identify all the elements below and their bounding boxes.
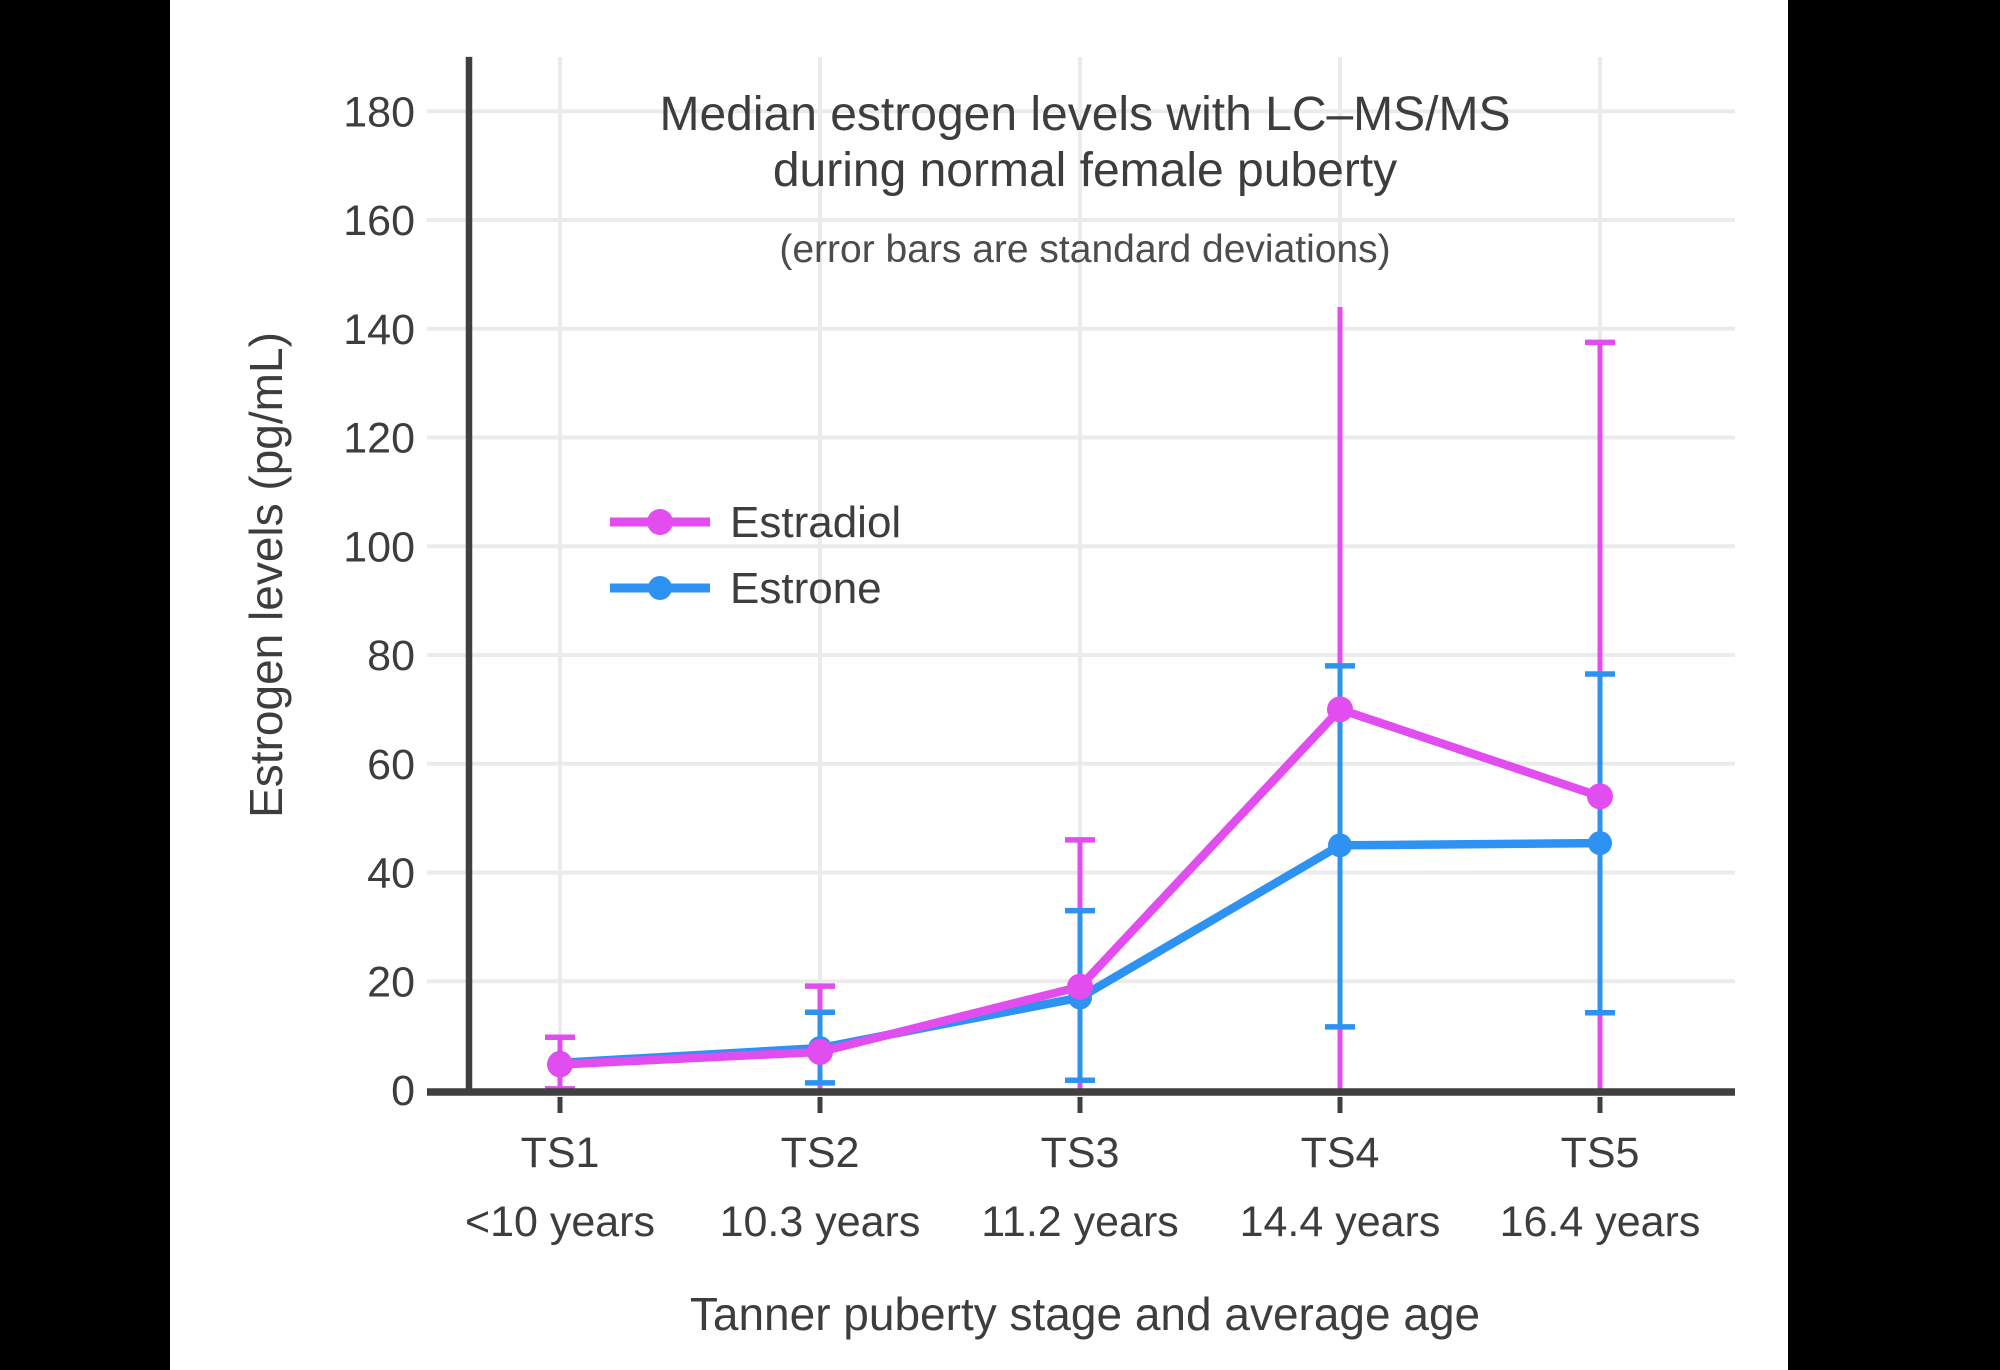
y-axis-title: Estrogen levels (pg/mL) (240, 332, 292, 818)
data-point-estrone (1588, 831, 1612, 856)
legend: Estradiol Estrone (610, 498, 901, 613)
y-tick-label: 20 (367, 958, 415, 1006)
data-point-estradiol (1587, 783, 1613, 810)
estrogen-line-chart: 0 20 40 60 80 100 120 140 160 180 TS1 <10 years TS2 1… (240, 56, 1735, 1340)
chart-title-line2: during normal female puberty (773, 144, 1397, 197)
y-tick-label: 60 (367, 741, 415, 789)
data-point-estradiol (807, 1038, 833, 1065)
y-tick-label: 140 (343, 306, 415, 354)
right-black-bar (1788, 0, 2000, 1370)
chart-panel: 0 20 40 60 80 100 120 140 160 180 TS1 <10 years TS2 1… (170, 0, 1788, 1370)
x-tick-label-stage: TS5 (1561, 1129, 1640, 1177)
data-point-estrone (1328, 833, 1352, 858)
y-tick-label: 80 (367, 632, 415, 680)
y-tick-label: 40 (367, 850, 415, 898)
data-point-estradiol (1067, 973, 1093, 1000)
data-point-estradiol (547, 1051, 573, 1078)
x-tick-label-stage: TS3 (1041, 1129, 1120, 1177)
x-tick-label-age: 16.4 years (1500, 1198, 1701, 1246)
chart-title-line1: Median estrogen levels with LC–MS/MS (659, 88, 1510, 141)
x-axis-title: Tanner puberty stage and average age (690, 1288, 1480, 1340)
x-tick-label-age: 10.3 years (720, 1198, 921, 1246)
legend-label-estrone: Estrone (730, 564, 882, 613)
y-tick-label: 160 (343, 197, 415, 245)
plot-area: 0 20 40 60 80 100 120 140 160 180 TS1 <10 years TS2 1… (343, 56, 1735, 1246)
y-tick-label: 180 (343, 88, 415, 136)
x-tick-label-stage: TS2 (781, 1129, 860, 1177)
y-tick-label: 120 (343, 415, 415, 463)
left-black-bar (0, 0, 170, 1370)
x-tick-label-age: 14.4 years (1240, 1198, 1441, 1246)
legend-marker-estradiol (647, 509, 673, 535)
legend-marker-estrone (648, 576, 672, 600)
x-tick-label-age: 11.2 years (981, 1198, 1179, 1246)
y-tick-label: 100 (343, 523, 415, 571)
y-tick-label: 0 (391, 1067, 415, 1115)
x-tick-label-stage: TS1 (521, 1129, 600, 1177)
legend-label-estradiol: Estradiol (730, 498, 901, 547)
chart-subtitle: (error bars are standard deviations) (779, 228, 1390, 271)
x-tick-label-stage: TS4 (1301, 1129, 1380, 1177)
x-tick-label-age: <10 years (465, 1198, 655, 1246)
data-point-estradiol (1327, 696, 1353, 723)
